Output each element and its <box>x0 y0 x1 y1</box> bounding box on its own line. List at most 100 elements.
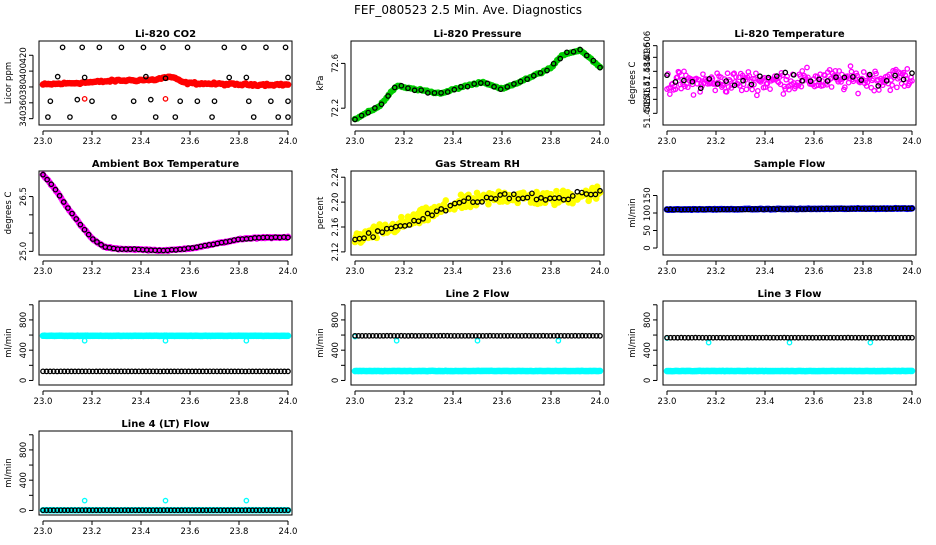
panel-title: Line 3 Flow <box>758 289 822 300</box>
data-point <box>556 195 563 201</box>
data-point <box>86 368 93 375</box>
x-tick-label: 23.0 <box>658 137 677 147</box>
series-gas-stream-rh-1-s- <box>351 183 604 246</box>
data-point <box>153 368 160 375</box>
data-point <box>838 205 844 212</box>
data-point <box>855 205 862 212</box>
data-point <box>717 206 724 213</box>
x-tick-label: 24.0 <box>903 397 922 407</box>
data-point <box>50 507 57 514</box>
data-point <box>782 69 789 76</box>
data-point <box>150 368 156 375</box>
y-tick-label: 2.12 <box>331 242 341 261</box>
data-point <box>510 191 517 198</box>
data-point <box>723 78 729 84</box>
x-tick-label: 24.0 <box>903 267 922 277</box>
data-point <box>263 44 269 51</box>
data-point <box>192 368 199 375</box>
data-point <box>767 86 773 92</box>
data-point <box>784 206 791 212</box>
data-point <box>799 68 806 74</box>
data-point <box>48 181 55 188</box>
data-point <box>678 206 685 213</box>
data-point <box>182 368 188 375</box>
data-point <box>902 205 908 212</box>
x-tick-label: 23.6 <box>493 397 512 407</box>
data-point <box>114 368 121 375</box>
data-point <box>678 334 685 341</box>
data-point <box>246 507 252 514</box>
data-point <box>501 191 508 197</box>
data-point <box>93 507 100 514</box>
data-point <box>684 84 691 91</box>
data-point <box>572 332 578 339</box>
data-point <box>836 68 843 74</box>
data-point <box>79 507 85 514</box>
series-li-820-temperature-1-s- <box>664 63 915 99</box>
data-point <box>550 332 557 339</box>
data-point <box>887 205 894 212</box>
data-point <box>152 114 159 120</box>
data-point <box>281 368 288 375</box>
data-point <box>85 231 92 238</box>
data-point <box>175 507 181 514</box>
data-point <box>235 368 242 375</box>
x-tick-label: 23.8 <box>542 137 561 147</box>
data-point <box>681 334 688 341</box>
data-point <box>720 334 727 341</box>
data-point <box>526 332 532 339</box>
data-point <box>774 334 780 341</box>
data-point <box>902 334 908 341</box>
data-point <box>862 206 869 212</box>
data-point <box>380 332 387 339</box>
x-tick-label: 23.2 <box>83 397 102 407</box>
data-point <box>125 368 132 375</box>
figure-title: FEF_080523 2.5 Min. Ave. Diagnostics <box>354 3 582 17</box>
data-point <box>44 176 51 183</box>
data-point <box>834 205 841 212</box>
data-point <box>891 334 898 341</box>
data-point <box>749 206 756 212</box>
data-point <box>483 332 490 339</box>
series-line-2-flow-1-s-dips- <box>352 333 562 344</box>
data-point <box>146 368 153 375</box>
data-point <box>217 507 224 514</box>
y-axis: 25.0 26.5 <box>19 187 34 261</box>
data-point <box>570 48 577 55</box>
data-point <box>162 95 169 102</box>
data-point <box>465 332 472 339</box>
data-point <box>770 334 777 341</box>
data-point <box>497 332 504 339</box>
data-point <box>214 507 220 514</box>
data-point <box>361 235 367 241</box>
data-point <box>267 98 274 105</box>
data-point <box>57 507 64 514</box>
data-point <box>98 241 104 248</box>
data-point <box>909 77 915 84</box>
data-point <box>263 507 270 514</box>
data-point <box>424 90 431 96</box>
plot-frame <box>350 40 605 126</box>
data-point <box>848 334 855 341</box>
data-point <box>238 368 245 375</box>
data-point <box>870 334 876 341</box>
data-point <box>898 205 905 212</box>
data-point <box>696 334 702 341</box>
data-point <box>674 74 681 80</box>
data-point <box>515 332 522 339</box>
data-point <box>96 368 103 375</box>
panel-title: Line 4 (LT) Flow <box>121 419 209 430</box>
data-point <box>484 80 491 87</box>
data-point <box>517 78 524 85</box>
data-point <box>834 334 841 341</box>
data-point <box>689 78 696 85</box>
panel-title: Sample Flow <box>754 159 826 170</box>
data-point <box>118 507 124 514</box>
data-point <box>593 332 600 339</box>
data-point <box>883 77 890 84</box>
data-point <box>82 368 89 375</box>
data-point <box>831 334 837 341</box>
data-point <box>405 333 412 339</box>
data-point <box>420 215 426 222</box>
